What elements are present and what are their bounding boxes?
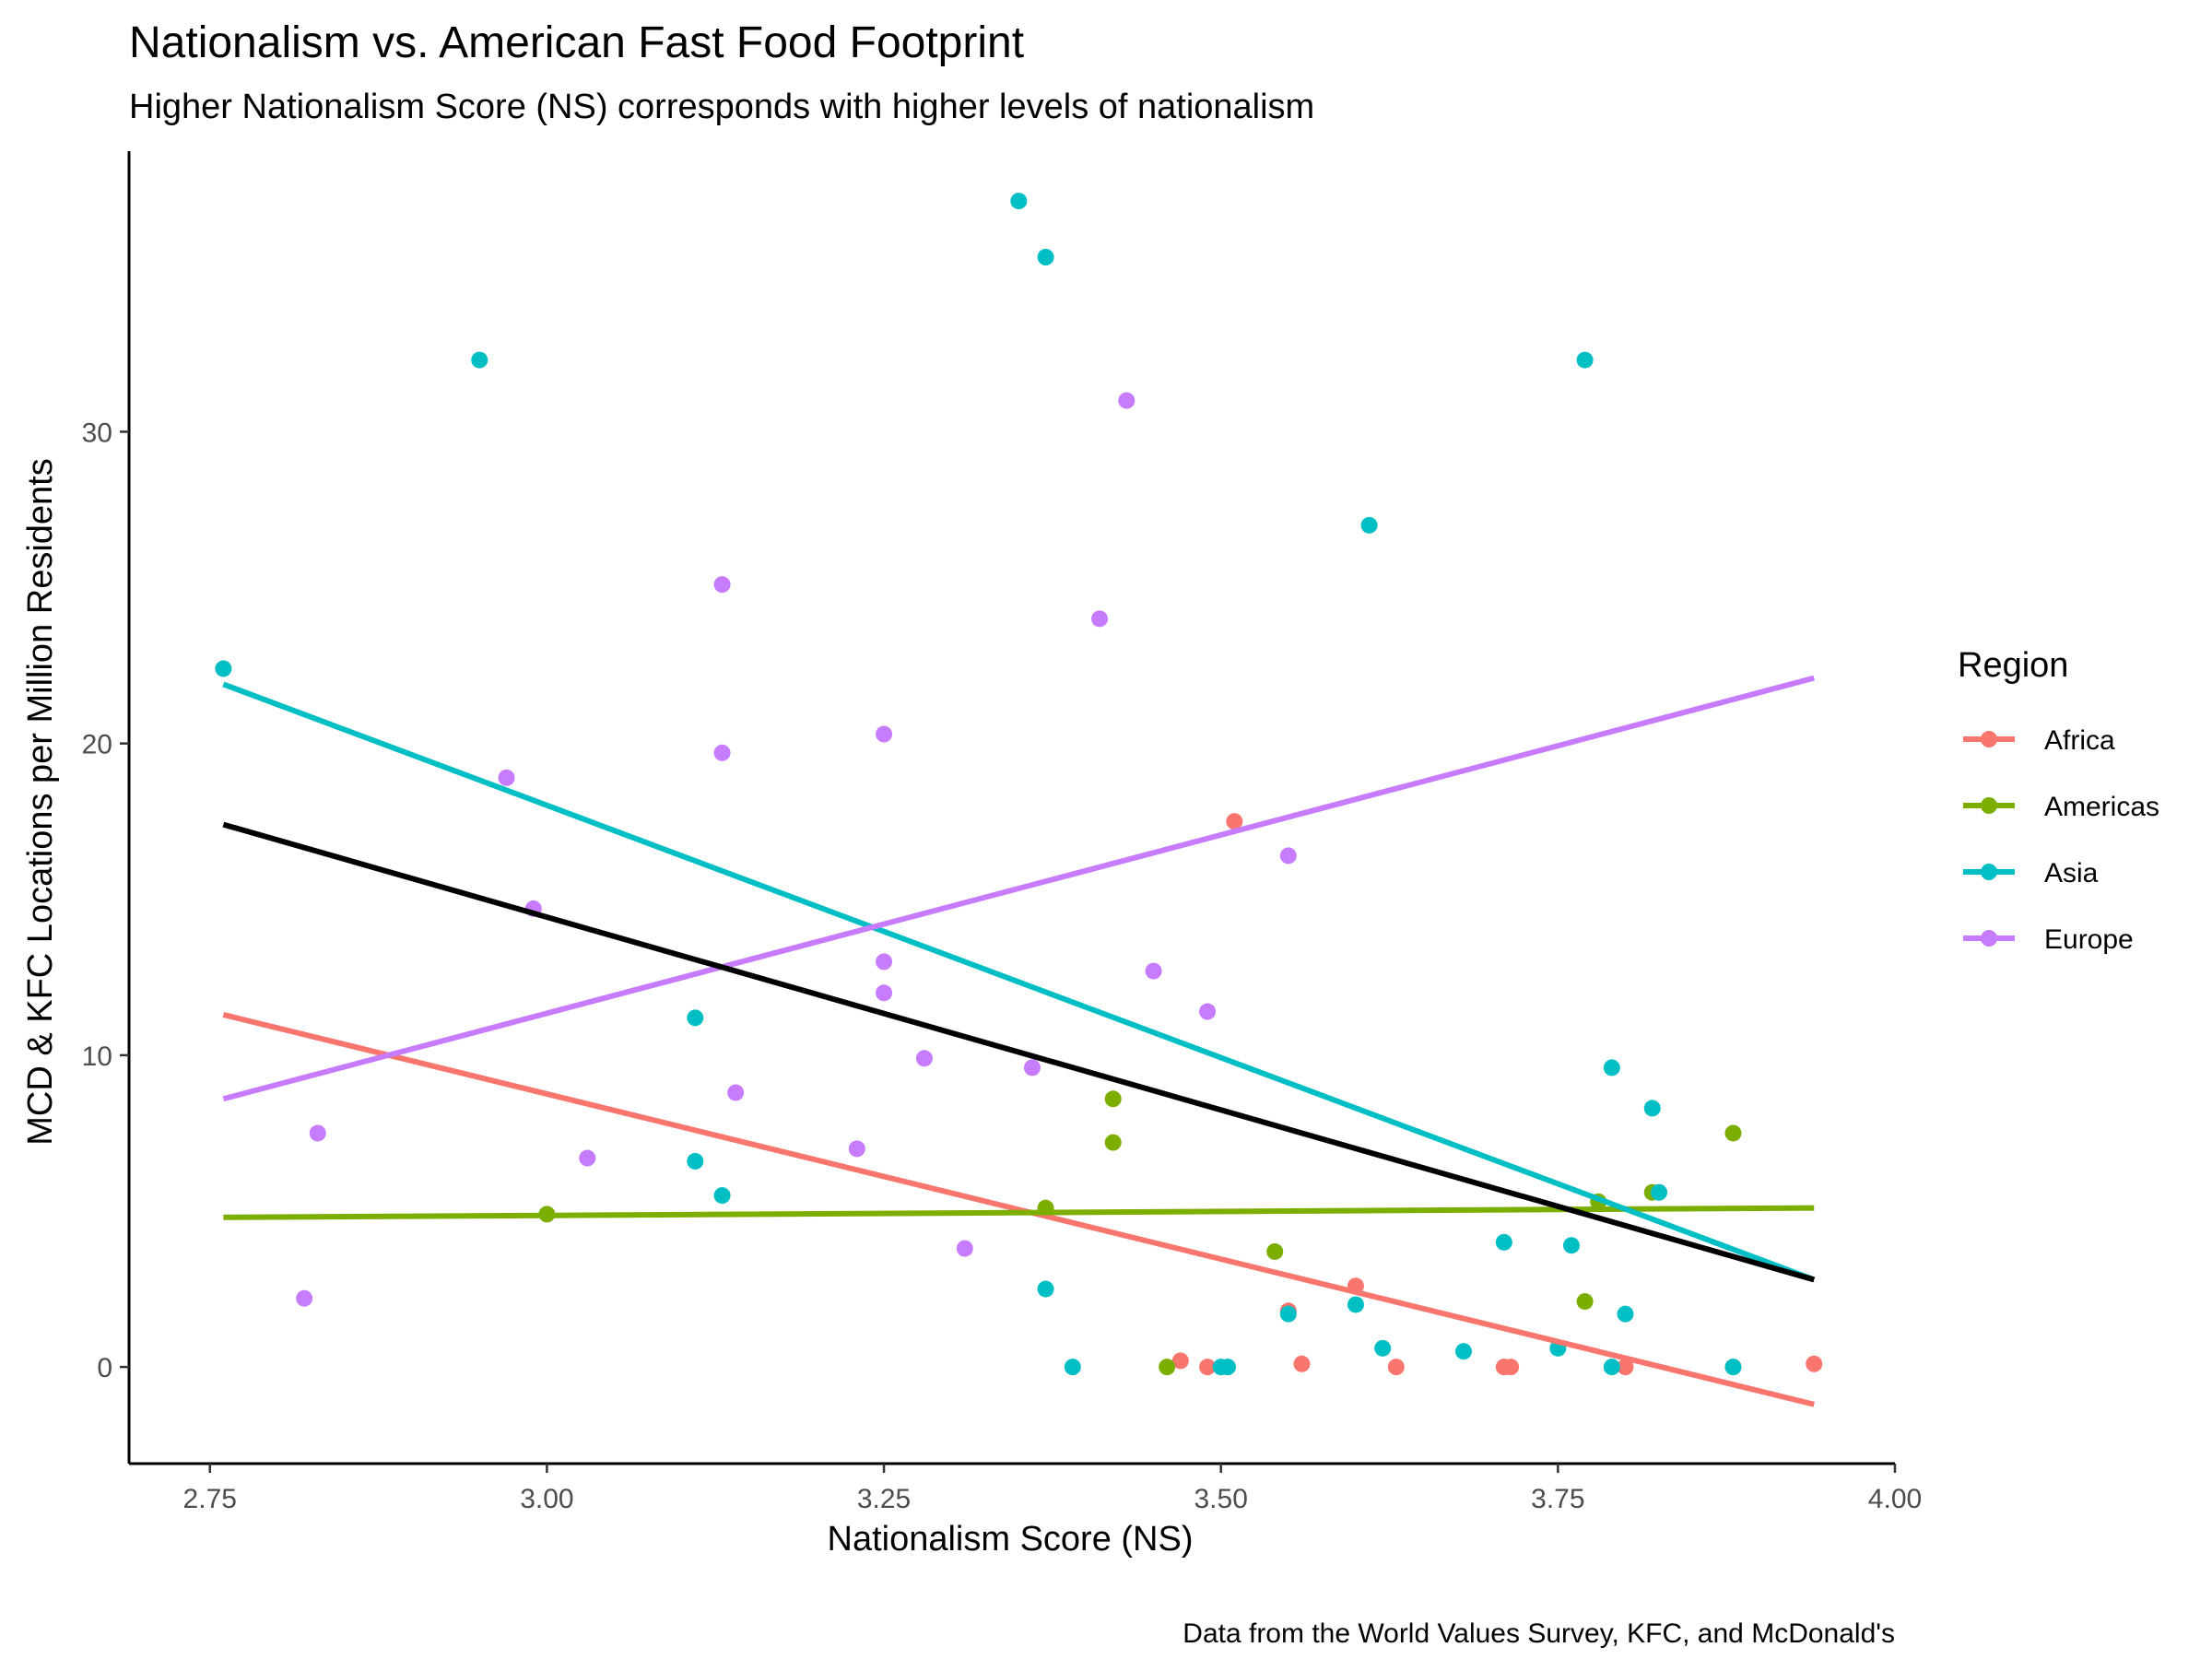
x-tick-label: 3.50 <box>1194 1484 1248 1514</box>
legend-title: Region <box>1958 646 2068 685</box>
trend-line-africa <box>222 1012 1815 1407</box>
data-point <box>1219 1359 1237 1376</box>
y-tick-label: 0 <box>97 1353 112 1383</box>
data-point <box>1643 1100 1661 1117</box>
y-tick-label: 10 <box>82 1041 112 1072</box>
legend-item-africa: Africa <box>1963 725 2115 756</box>
series-points-africa <box>1171 813 1823 1376</box>
y-tick-label: 20 <box>82 730 112 760</box>
data-point <box>1387 1359 1405 1376</box>
data-point <box>1104 1134 1122 1151</box>
data-point <box>876 725 893 743</box>
legend-label: Asia <box>2044 858 2099 888</box>
data-point <box>498 769 515 786</box>
legend-label: Europe <box>2044 924 2134 955</box>
trend-line-asia <box>222 681 1816 1283</box>
data-point <box>1266 1242 1284 1260</box>
legend-label: Americas <box>2044 792 2159 822</box>
legend-key-point <box>1981 930 1997 947</box>
data-point <box>1145 962 1162 980</box>
data-point <box>1064 1359 1081 1376</box>
data-point <box>848 1140 865 1158</box>
data-point <box>1118 392 1135 409</box>
data-point <box>1091 610 1109 628</box>
data-point <box>1293 1355 1311 1372</box>
data-point <box>1374 1339 1392 1357</box>
data-point <box>1576 351 1594 369</box>
data-point <box>1806 1355 1823 1372</box>
x-axis-title: Nationalism Score (NS) <box>828 1520 1194 1559</box>
data-point <box>713 576 731 594</box>
data-point <box>471 351 488 369</box>
trend-line-europe <box>222 675 1816 1102</box>
data-point <box>1279 847 1297 865</box>
legend-item-americas: Americas <box>1963 792 2159 822</box>
data-point <box>1724 1359 1742 1376</box>
data-point <box>876 984 893 1002</box>
data-point <box>1495 1233 1512 1251</box>
legend-item-asia: Asia <box>1963 858 2099 888</box>
legend-key-point <box>1981 864 1997 880</box>
data-point <box>727 1084 745 1101</box>
data-point <box>1603 1059 1620 1077</box>
x-axis-ticks: 2.75 3.00 3.25 3.50 3.75 4.00 <box>183 1464 1922 1514</box>
data-point <box>215 660 232 677</box>
data-point <box>1617 1359 1634 1376</box>
data-point <box>1576 1293 1594 1311</box>
data-point <box>915 1050 933 1067</box>
data-point <box>296 1289 313 1307</box>
data-point <box>1454 1343 1472 1360</box>
chart-subtitle: Higher Nationalism Score (NS) correspond… <box>129 88 1314 126</box>
data-point <box>1199 1359 1217 1376</box>
legend: Region Africa Americas Asia Europe <box>1958 646 2159 955</box>
chart-title: Nationalism vs. American Fast Food Footp… <box>129 18 1024 67</box>
data-point <box>713 744 731 761</box>
x-tick-label: 3.00 <box>520 1484 573 1514</box>
chart-caption: Data from the World Values Survey, KFC, … <box>1182 1618 1895 1649</box>
data-point <box>1023 1059 1041 1077</box>
data-point <box>579 1149 596 1167</box>
data-point <box>1651 1183 1668 1201</box>
data-point <box>1226 813 1243 830</box>
x-tick-label: 3.25 <box>857 1484 911 1514</box>
data-point <box>1347 1296 1364 1313</box>
legend-label: Africa <box>2044 725 2115 756</box>
data-point <box>1171 1352 1189 1370</box>
y-axis-title: MCD & KFC Locations per Million Resident… <box>21 458 60 1146</box>
data-point <box>1159 1359 1176 1376</box>
legend-key-point <box>1981 797 1997 814</box>
legend-item-europe: Europe <box>1963 924 2134 955</box>
data-point <box>1603 1359 1620 1376</box>
y-axis-ticks: 0 10 20 30 <box>82 418 129 1383</box>
series-points-europe <box>296 392 1297 1307</box>
data-point <box>1724 1124 1742 1142</box>
data-point <box>1562 1237 1580 1254</box>
data-point <box>1360 516 1378 534</box>
data-point <box>1104 1090 1122 1108</box>
data-point <box>1502 1359 1520 1376</box>
y-tick-label: 30 <box>82 418 112 448</box>
trend-line-americas <box>223 1205 1815 1220</box>
legend-key-point <box>1981 731 1997 747</box>
data-point <box>1199 1003 1217 1020</box>
data-point <box>956 1240 973 1257</box>
x-tick-label: 2.75 <box>183 1484 237 1514</box>
data-point <box>309 1124 326 1142</box>
data-point <box>687 1152 704 1170</box>
data-point <box>1010 193 1028 210</box>
data-point <box>713 1187 731 1205</box>
trend-line-overall <box>222 821 1816 1283</box>
data-point <box>876 953 893 971</box>
data-point <box>1279 1305 1297 1323</box>
data-point <box>687 1009 704 1027</box>
x-tick-label: 3.75 <box>1531 1484 1584 1514</box>
data-point <box>1617 1305 1634 1323</box>
data-point <box>1037 249 1054 266</box>
data-point <box>1037 1280 1054 1298</box>
plot-area <box>215 193 1823 1407</box>
x-tick-label: 4.00 <box>1868 1484 1922 1514</box>
series-points-asia <box>215 193 1742 1376</box>
